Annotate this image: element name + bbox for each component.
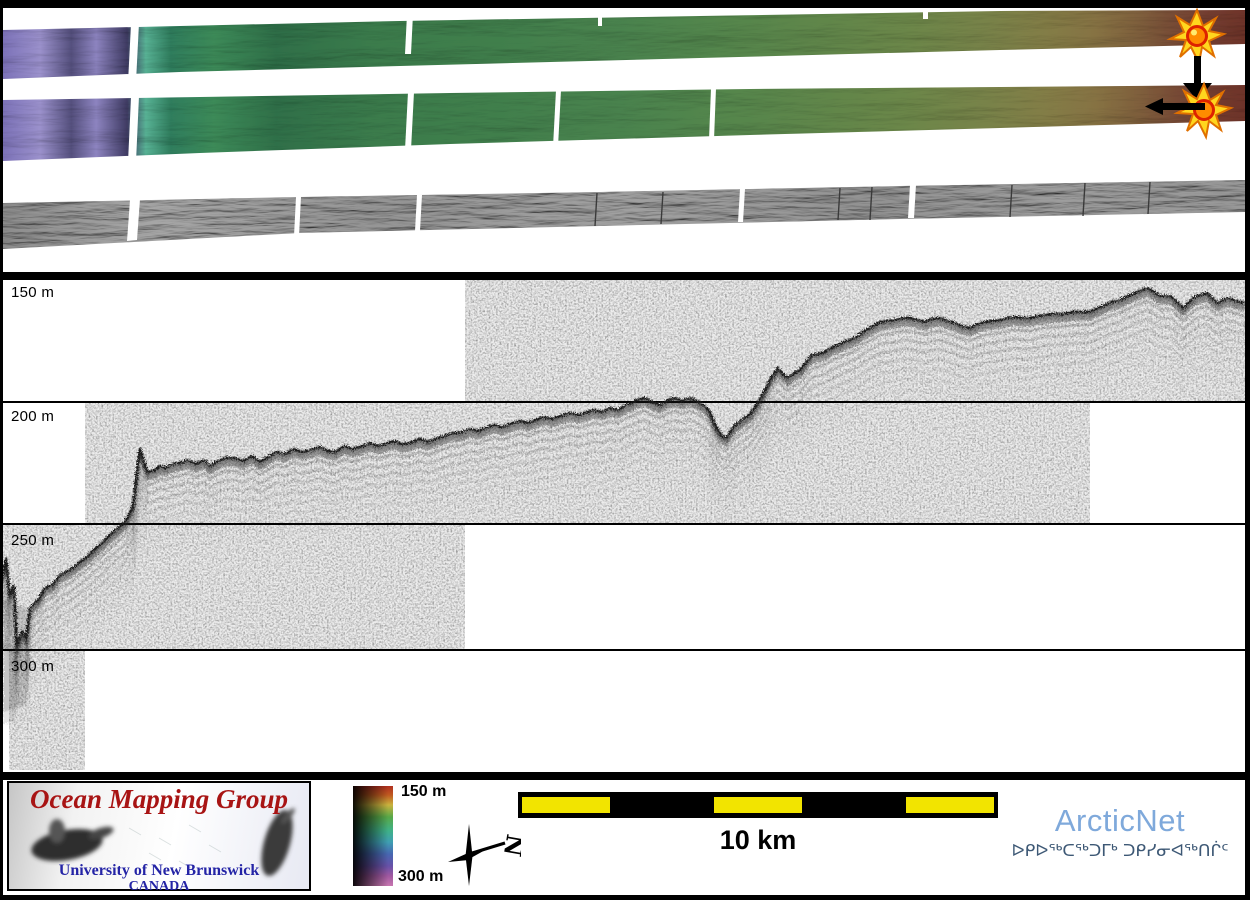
sonar-swath-graphics bbox=[3, 8, 1245, 249]
scale-bar-segment bbox=[522, 797, 610, 813]
sonar-fish-silhouettes bbox=[31, 808, 295, 876]
scale-bar-label: 10 km bbox=[719, 825, 797, 855]
logo-title: Ocean Mapping Group bbox=[29, 784, 289, 814]
compass-north-label: N bbox=[498, 832, 521, 859]
subbottom-profile-panel: 150 m 200 m 250 m 300 m bbox=[3, 280, 1245, 772]
arcticnet-branding: ArcticNet ᐅᑭᐅᖅᑕᖅᑐᒥᒃ ᑐᑭᓯᓂᐊᖅᑎᒌᑦ bbox=[998, 803, 1242, 861]
swath-gap-slits bbox=[128, 88, 716, 163]
depth-label-200: 200 m bbox=[11, 408, 55, 425]
scale-bar bbox=[518, 792, 998, 818]
scale-bar-segment bbox=[714, 797, 802, 813]
sonar-swath-panel bbox=[3, 8, 1245, 272]
depth-label-250: 250 m bbox=[11, 532, 55, 549]
omg-logo: Ocean Mapping Group University of New Br… bbox=[7, 781, 311, 894]
sun-marker-icon-2 bbox=[1175, 82, 1233, 139]
bathymetry-swath-upper bbox=[3, 10, 1245, 83]
colorbar-top-label: 150 m bbox=[401, 783, 447, 800]
colorbar-bottom-label: 300 m bbox=[398, 868, 444, 885]
footer-panel: Ocean Mapping Group University of New Br… bbox=[3, 780, 1245, 895]
depth-colorbar bbox=[353, 786, 393, 886]
seafloor-echo-trace bbox=[3, 286, 1245, 724]
bathymetry-swath-lower bbox=[3, 85, 1245, 163]
arcticnet-inuktitut: ᐅᑭᐅᖅᑕᖅᑐᒥᒃ ᑐᑭᓯᓂᐊᖅᑎᒌᑦ bbox=[1011, 841, 1229, 861]
left-arrow-icon bbox=[1145, 98, 1205, 115]
water-streaks bbox=[128, 824, 222, 869]
sun-marker-icon-1 bbox=[1168, 8, 1226, 65]
arcticnet-name: ArcticNet bbox=[1054, 803, 1186, 838]
depth-grid-lines bbox=[3, 401, 1245, 651]
sidescan-gap-slits bbox=[127, 185, 916, 241]
depth-label-300: 300 m bbox=[11, 658, 55, 675]
swath-gap-slits bbox=[128, 11, 928, 83]
logo-institution: University of New Brunswick bbox=[58, 862, 260, 879]
sidescan-seams bbox=[594, 181, 1151, 227]
logo-country: CANADA bbox=[128, 879, 190, 894]
scale-bar-segment bbox=[906, 797, 994, 813]
omg-logo-art bbox=[31, 808, 295, 876]
compass-star bbox=[448, 824, 506, 886]
echogram-graphics bbox=[3, 280, 1245, 770]
depth-label-150: 150 m bbox=[11, 284, 55, 301]
sidescan-swath bbox=[3, 180, 1245, 249]
north-arrow-icon: N bbox=[448, 824, 521, 886]
